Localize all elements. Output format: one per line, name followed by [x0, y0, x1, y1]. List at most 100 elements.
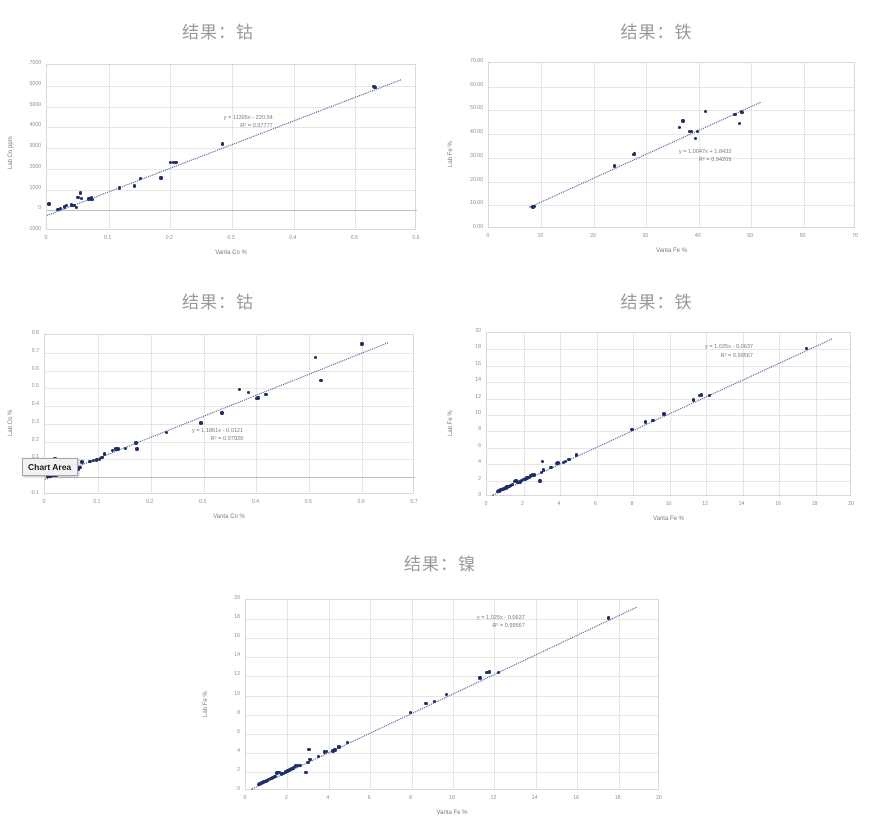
data-point[interactable] — [689, 129, 694, 134]
data-point[interactable] — [532, 473, 537, 477]
data-point[interactable] — [171, 160, 176, 165]
data-point[interactable] — [510, 482, 515, 486]
data-point[interactable] — [693, 136, 698, 141]
data-point[interactable] — [741, 110, 745, 115]
data-point[interactable] — [110, 448, 115, 453]
data-point[interactable] — [271, 775, 275, 780]
data-point[interactable] — [644, 420, 648, 424]
data-point[interactable] — [333, 748, 337, 752]
data-point[interactable] — [72, 203, 76, 207]
data-point[interactable] — [632, 152, 636, 156]
data-point[interactable] — [737, 121, 742, 125]
data-point[interactable] — [703, 109, 708, 114]
data-point[interactable] — [445, 692, 449, 697]
data-point[interactable] — [62, 205, 66, 209]
data-point[interactable] — [530, 473, 535, 477]
data-point[interactable] — [118, 186, 122, 190]
data-point[interactable] — [529, 473, 533, 478]
chart-plot-area[interactable]: 0 2 4 6 8 10 12 14 16 18 20 0 2 4 6 8 10 12 14 16 18 20 y = 1.… — [195, 585, 685, 828]
data-point[interactable] — [691, 398, 695, 402]
data-point[interactable] — [78, 465, 82, 470]
data-point[interactable] — [279, 772, 283, 776]
data-point[interactable] — [256, 396, 260, 400]
data-point[interactable] — [541, 468, 546, 472]
data-point[interactable] — [90, 197, 94, 202]
data-point[interactable] — [509, 483, 513, 488]
data-point[interactable] — [283, 770, 288, 774]
data-point[interactable] — [567, 457, 571, 461]
data-point[interactable] — [487, 670, 491, 674]
data-point[interactable] — [612, 164, 616, 168]
data-point[interactable] — [478, 676, 482, 680]
data-point[interactable] — [306, 760, 310, 765]
data-point[interactable] — [269, 776, 273, 781]
data-point[interactable] — [164, 430, 169, 435]
data-point[interactable] — [267, 777, 271, 782]
data-point[interactable] — [554, 461, 559, 466]
data-point[interactable] — [100, 455, 104, 460]
data-point[interactable] — [88, 459, 92, 463]
data-point[interactable] — [134, 441, 138, 445]
data-point[interactable] — [47, 202, 51, 206]
data-point[interactable] — [298, 763, 302, 767]
data-point[interactable] — [518, 480, 522, 484]
data-point[interactable] — [114, 447, 118, 451]
data-point[interactable] — [237, 387, 242, 391]
data-point[interactable] — [563, 460, 568, 464]
data-point[interactable] — [46, 474, 50, 479]
data-point[interactable] — [102, 452, 106, 456]
data-point[interactable] — [695, 129, 700, 133]
data-point[interactable] — [527, 475, 531, 480]
data-point[interactable] — [319, 379, 323, 383]
data-point[interactable] — [501, 487, 506, 491]
data-point[interactable] — [345, 740, 350, 744]
data-point[interactable] — [308, 757, 312, 762]
data-point[interactable] — [91, 459, 96, 463]
data-point[interactable] — [135, 447, 139, 451]
data-point[interactable] — [174, 161, 178, 165]
data-point[interactable] — [540, 470, 544, 475]
data-point[interactable] — [561, 460, 566, 465]
data-point[interactable] — [360, 342, 364, 346]
data-point[interactable] — [221, 142, 225, 146]
data-point[interactable] — [514, 479, 518, 483]
data-point[interactable] — [606, 616, 610, 620]
data-point[interactable] — [316, 754, 321, 759]
data-point[interactable] — [287, 768, 292, 772]
data-point[interactable] — [697, 393, 702, 398]
data-point[interactable] — [291, 766, 296, 770]
data-point[interactable] — [662, 412, 666, 416]
data-point[interactable] — [337, 745, 341, 749]
data-point[interactable] — [289, 767, 294, 771]
data-point[interactable] — [540, 459, 545, 464]
data-point[interactable] — [699, 393, 704, 397]
data-point[interactable] — [521, 478, 526, 482]
data-point[interactable] — [246, 391, 251, 395]
chart-plot-area[interactable]: -1000 0 1000 2000 3000 4000 5000 6000 7000 0 0.1 0.… — [0, 50, 436, 260]
data-point[interactable] — [507, 484, 511, 489]
data-point[interactable] — [687, 130, 691, 134]
chart-plot-area[interactable]: -0.100.10.20.30.40.50.60.70.800.10.20.30… — [0, 320, 436, 530]
data-point[interactable] — [74, 206, 79, 210]
data-point[interactable] — [76, 195, 80, 200]
data-point[interactable] — [523, 477, 528, 481]
data-point[interactable] — [307, 747, 311, 752]
data-point[interactable] — [79, 196, 84, 201]
data-point[interactable] — [281, 771, 285, 776]
data-point[interactable] — [94, 458, 98, 462]
data-point[interactable] — [285, 769, 290, 773]
data-point[interactable] — [505, 485, 509, 489]
data-point[interactable] — [168, 161, 173, 165]
data-point[interactable] — [519, 478, 524, 483]
data-point[interactable] — [69, 203, 74, 207]
data-point[interactable] — [76, 467, 80, 471]
data-point[interactable] — [485, 670, 489, 675]
data-point[interactable] — [556, 461, 560, 465]
data-point[interactable] — [432, 700, 437, 704]
data-point[interactable] — [58, 206, 63, 211]
data-point[interactable] — [199, 421, 203, 425]
data-point[interactable] — [80, 460, 84, 464]
data-point[interactable] — [538, 479, 542, 483]
data-point[interactable] — [681, 119, 685, 123]
data-point[interactable] — [123, 447, 128, 451]
